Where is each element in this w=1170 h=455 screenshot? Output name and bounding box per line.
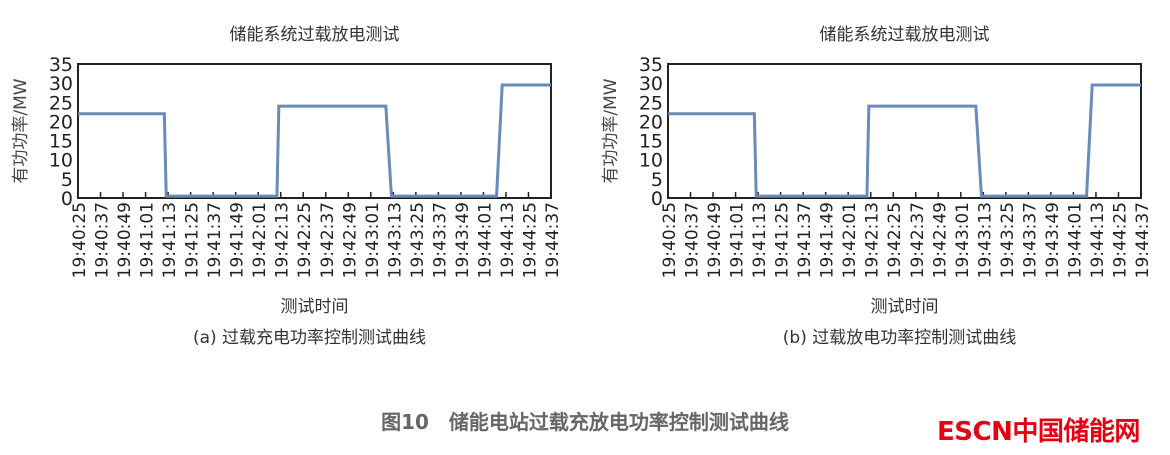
subfigure-caption: (a) 过载充电功率控制测试曲线 — [193, 328, 426, 348]
x-tick-label: 19:44:37 — [1133, 202, 1153, 278]
x-tick-label: 19:44:25 — [520, 202, 540, 278]
x-tick-label: 19:40:49 — [705, 202, 725, 278]
x-tick-label: 19:43:37 — [1020, 202, 1040, 278]
x-tick-label: 19:42:01 — [250, 202, 270, 278]
x-tick-label: 19:43:49 — [1043, 202, 1063, 278]
y-tick-label: 20 — [49, 111, 73, 133]
x-tick-label: 19:41:49 — [818, 202, 838, 278]
x-tick-label: 19:41:01 — [728, 202, 748, 278]
x-tick-label: 19:42:25 — [885, 202, 905, 278]
power-series-line — [668, 83, 1141, 198]
y-tick-label: 35 — [49, 54, 73, 76]
x-tick-label: 19:44:01 — [475, 202, 495, 278]
x-tick-label: 19:42:37 — [318, 202, 338, 278]
x-tick-label: 19:41:49 — [228, 202, 248, 278]
y-tick-label: 10 — [639, 150, 663, 172]
x-tick-label: 19:43:13 — [975, 202, 995, 278]
y-tick-label: 35 — [639, 54, 663, 76]
y-tick-label: 25 — [49, 92, 73, 114]
x-tick-label: 19:40:25 — [660, 202, 680, 278]
x-tick-label: 19:42:37 — [908, 202, 928, 278]
x-tick-label: 19:42:49 — [340, 202, 360, 278]
x-tick-label: 19:42:13 — [863, 202, 883, 278]
y-tick-label: 0 — [651, 188, 663, 210]
x-tick-label: 19:41:25 — [773, 202, 793, 278]
x-tick-label: 19:42:13 — [273, 202, 293, 278]
y-axis-label: 有功功率/MW — [601, 78, 621, 183]
x-tick-label: 19:40:49 — [115, 202, 135, 278]
y-tick-label: 30 — [639, 73, 663, 95]
y-tick-label: 20 — [639, 111, 663, 133]
x-tick-label: 19:43:01 — [953, 202, 973, 278]
y-tick-label: 0 — [61, 188, 73, 210]
y-tick-label: 5 — [61, 169, 73, 191]
x-tick-label: 19:41:01 — [138, 202, 158, 278]
x-tick-label: 19:42:49 — [930, 202, 950, 278]
x-tick-label: 19:41:25 — [183, 202, 203, 278]
x-tick-label: 19:41:13 — [160, 202, 180, 278]
y-tick-label: 25 — [639, 92, 663, 114]
x-tick-label: 19:44:13 — [1088, 202, 1108, 278]
x-tick-label: 19:43:37 — [430, 202, 450, 278]
x-tick-label: 19:43:13 — [385, 202, 405, 278]
x-tick-label: 19:41:13 — [750, 202, 770, 278]
x-tick-label: 19:44:25 — [1110, 202, 1130, 278]
x-tick-label: 19:43:01 — [363, 202, 383, 278]
x-tick-label: 19:43:25 — [408, 202, 428, 278]
x-tick-label: 19:43:25 — [998, 202, 1018, 278]
y-tick-label: 30 — [49, 73, 73, 95]
x-tick-label: 19:40:37 — [683, 202, 703, 278]
y-tick-label: 5 — [651, 169, 663, 191]
x-tick-label: 19:44:37 — [543, 202, 563, 278]
x-tick-label: 19:40:37 — [93, 202, 113, 278]
x-tick-label: 19:44:13 — [498, 202, 518, 278]
y-tick-label: 15 — [49, 131, 73, 153]
x-tick-label: 19:43:49 — [453, 202, 473, 278]
x-axis-label: 测试时间 — [871, 297, 939, 317]
plot-frame — [77, 63, 552, 199]
x-tick-label: 19:42:01 — [840, 202, 860, 278]
y-tick-label: 15 — [639, 131, 663, 153]
x-axis-label: 测试时间 — [281, 297, 349, 317]
y-axis-label: 有功功率/MW — [11, 78, 31, 183]
subfigure-caption: (b) 过载放电功率控制测试曲线 — [783, 328, 1016, 348]
x-tick-label: 19:41:37 — [795, 202, 815, 278]
plot-frame — [667, 63, 1142, 199]
y-tick-label: 10 — [49, 150, 73, 172]
x-tick-label: 19:41:37 — [205, 202, 225, 278]
escn-logo: ESCN中国储能网 — [937, 417, 1140, 447]
figure-caption: 图10 储能电站过载充放电功率控制测试曲线 — [381, 410, 789, 434]
power-series-line — [78, 83, 551, 198]
x-tick-label: 19:40:25 — [70, 202, 90, 278]
x-tick-label: 19:44:01 — [1065, 202, 1085, 278]
chart-title: 储能系统过载放电测试 — [230, 25, 400, 45]
x-tick-label: 19:42:25 — [295, 202, 315, 278]
chart-title: 储能系统过载放电测试 — [820, 25, 990, 45]
